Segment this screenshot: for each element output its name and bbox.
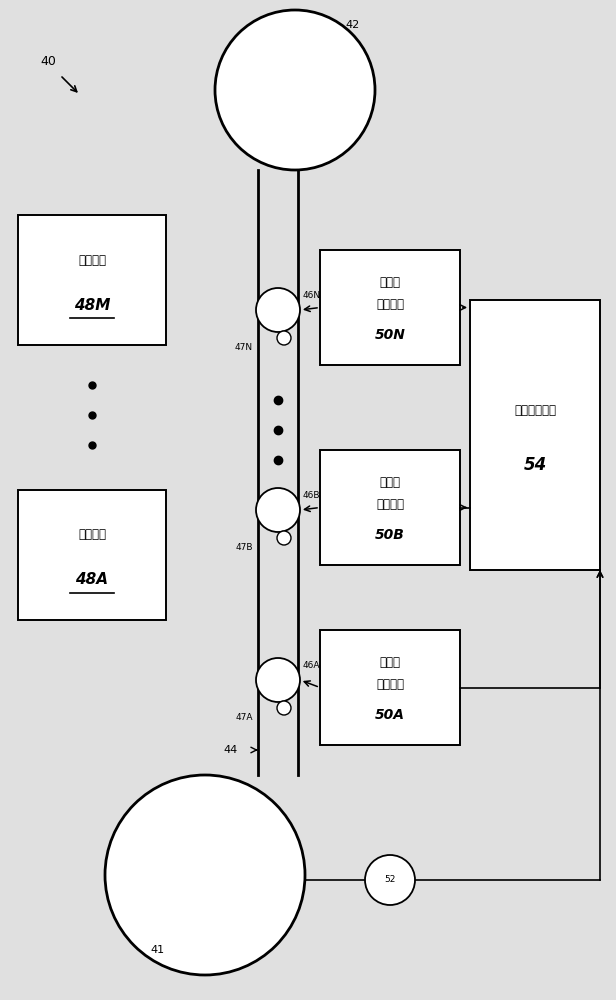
Text: 50A: 50A	[375, 708, 405, 722]
Text: 同步标: 同步标	[379, 275, 400, 288]
Text: 记读出器: 记读出器	[376, 498, 404, 512]
Text: 46N: 46N	[303, 290, 321, 300]
Text: 44: 44	[224, 745, 238, 755]
Bar	[320, 450, 460, 565]
Circle shape	[256, 288, 300, 332]
Text: 46B: 46B	[303, 490, 320, 499]
Bar	[18, 215, 166, 345]
Circle shape	[277, 701, 291, 715]
Text: 52: 52	[384, 876, 395, 884]
Text: 41: 41	[150, 945, 164, 955]
Text: 50N: 50N	[375, 328, 405, 342]
Circle shape	[256, 488, 300, 532]
Circle shape	[256, 658, 300, 702]
Circle shape	[215, 10, 375, 170]
Text: 47N: 47N	[235, 344, 253, 353]
Circle shape	[365, 855, 415, 905]
Bar	[18, 490, 166, 620]
Text: 记读出器: 记读出器	[376, 298, 404, 312]
Text: 42: 42	[345, 20, 359, 30]
Text: 制各部件: 制各部件	[78, 528, 106, 542]
Circle shape	[277, 531, 291, 545]
Text: 远程同步单元: 远程同步单元	[514, 403, 556, 416]
Text: 40: 40	[40, 55, 56, 68]
Text: 48A: 48A	[76, 572, 108, 587]
Text: 48M: 48M	[74, 298, 110, 312]
Circle shape	[277, 331, 291, 345]
Text: 记读出器: 记读出器	[376, 678, 404, 692]
Text: 47A: 47A	[235, 714, 253, 722]
Text: 47B: 47B	[235, 544, 253, 552]
Text: 同步标: 同步标	[379, 656, 400, 668]
Bar	[470, 300, 600, 570]
Text: 54: 54	[524, 456, 546, 474]
Text: 50B: 50B	[375, 528, 405, 542]
Bar	[320, 250, 460, 365]
Text: 同步标: 同步标	[379, 476, 400, 488]
Text: 46A: 46A	[303, 660, 320, 670]
Bar	[320, 630, 460, 745]
Circle shape	[105, 775, 305, 975]
Text: 制各部件: 制各部件	[78, 253, 106, 266]
